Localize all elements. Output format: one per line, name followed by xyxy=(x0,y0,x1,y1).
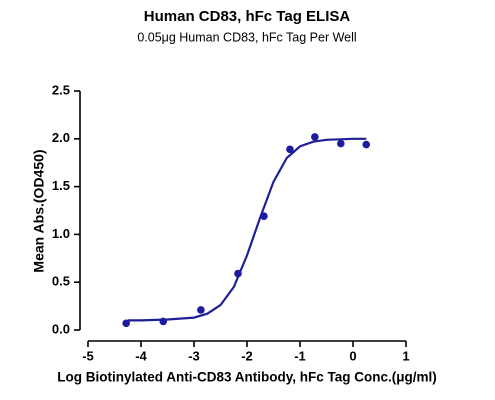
y-tick-label: 1.0 xyxy=(52,226,70,241)
data-point xyxy=(311,133,319,141)
data-point xyxy=(286,145,294,154)
data-point xyxy=(260,212,268,221)
data-point xyxy=(122,319,130,328)
y-tick-label: 0.0 xyxy=(52,321,70,336)
x-tick-label: -3 xyxy=(188,348,200,363)
chart-subtitle: 0.05μg Human CD83, hFc Tag Per Well xyxy=(137,30,356,44)
data-point xyxy=(362,140,371,149)
chart-title: Human CD83, hFc Tag ELISA xyxy=(144,8,351,25)
fit-curve xyxy=(127,137,367,322)
y-tick-label: 2.5 xyxy=(52,82,70,97)
x-tick-label: -1 xyxy=(294,348,306,363)
y-tick-label: 0.5 xyxy=(52,274,70,289)
x-tick-label: -2 xyxy=(241,348,253,363)
data-point xyxy=(337,139,345,148)
data-point xyxy=(234,269,242,278)
x-tick-label: -5 xyxy=(82,348,94,363)
x-tick-label: 0 xyxy=(349,348,356,363)
data-point xyxy=(197,306,205,314)
x-axis-label: Log Biotinylated Anti-CD83 Antibody, hFc… xyxy=(57,370,437,385)
x-tick-label: 1 xyxy=(402,348,409,363)
x-tick-label: -4 xyxy=(135,348,147,363)
y-axis-label: Mean Abs.(OD450) xyxy=(31,149,47,272)
data-point xyxy=(159,317,168,326)
y-tick-label: 1.5 xyxy=(52,178,70,193)
y-tick-label: 2.0 xyxy=(52,130,70,145)
